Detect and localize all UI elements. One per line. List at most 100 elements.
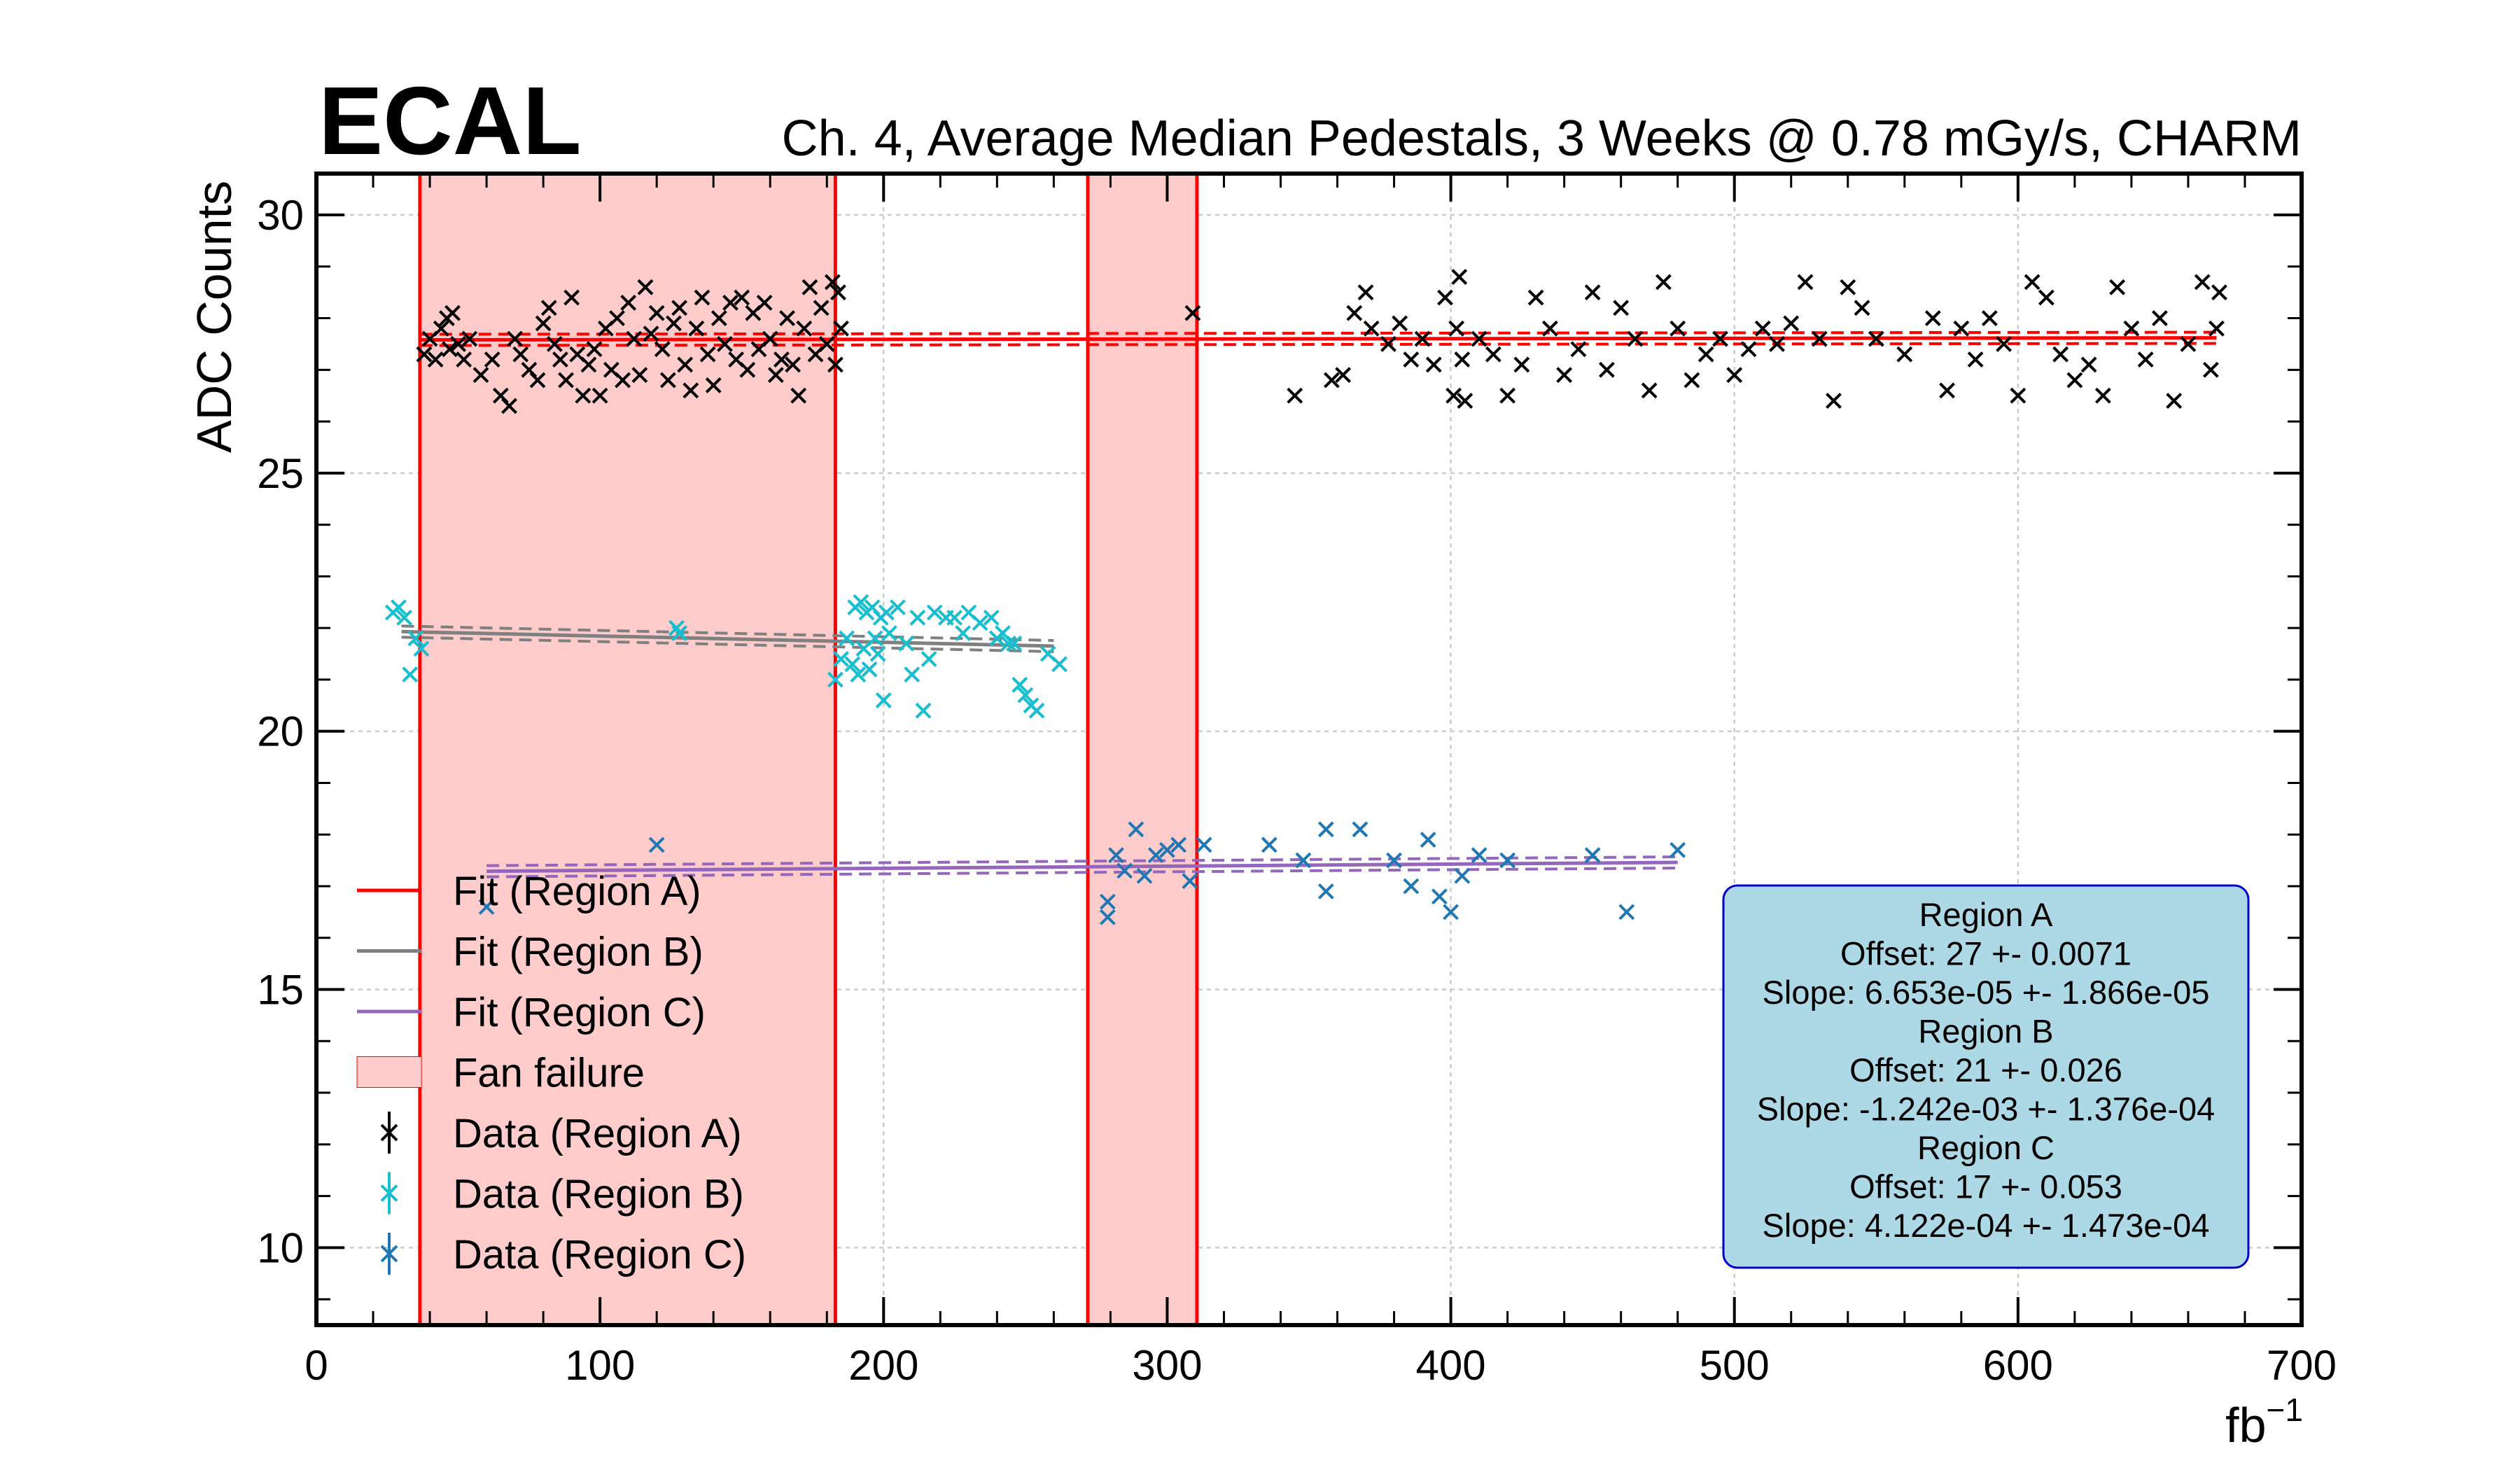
legend-marker-swatch [380, 1245, 398, 1263]
data-point [2080, 356, 2097, 373]
data-point [734, 289, 750, 306]
x-tick-label: 100 [565, 1342, 635, 1389]
data-point [869, 645, 886, 662]
fan-failure-band [1087, 174, 1197, 1325]
data-point [615, 372, 631, 388]
data-point [671, 625, 687, 641]
data-point [688, 320, 705, 337]
data-point [2137, 351, 2154, 368]
data-point [501, 398, 517, 414]
data-point [427, 351, 444, 368]
x-axis-label-exponent: −1 [2267, 1392, 2303, 1428]
data-point [402, 666, 419, 682]
legend-label: Fan failure [453, 1051, 645, 1096]
data-point [1437, 289, 1453, 306]
data-point [739, 361, 756, 378]
data-point [853, 594, 869, 610]
data-point [827, 356, 844, 373]
data-point [1454, 351, 1471, 368]
data-point [682, 382, 699, 399]
data-point [779, 310, 795, 326]
data-point [1403, 351, 1420, 368]
data-point [1754, 320, 1771, 337]
data-point [1414, 330, 1431, 347]
stats-box-line: Region A [1919, 896, 2053, 933]
data-point [1527, 289, 1544, 306]
chart-title: Ch. 4, Average Median Pedestals, 3 Weeks… [782, 111, 2302, 167]
data-point [456, 351, 472, 368]
data-point [705, 377, 722, 393]
y-tick-label: 30 [257, 192, 304, 239]
data-point [844, 656, 861, 673]
x-axis-label-base: fb [2225, 1398, 2266, 1452]
data-point [1797, 274, 1814, 290]
data-point [955, 625, 972, 641]
data-point [833, 650, 849, 667]
data-point [1556, 367, 1573, 384]
series-data-region-b [384, 594, 1068, 719]
data-point [413, 640, 430, 657]
data-point [904, 666, 920, 682]
data-point [1613, 300, 1630, 316]
data-point [850, 666, 867, 682]
stats-box-line: Offset: 27 +- 0.0071 [1840, 935, 2132, 972]
stats-box-line: Offset: 17 +- 0.053 [1849, 1168, 2122, 1205]
data-point [699, 346, 716, 363]
data-point [802, 279, 818, 295]
data-point [1840, 279, 1856, 295]
data-point [2152, 310, 2168, 326]
data-point [790, 387, 807, 404]
data-point [1499, 387, 1516, 404]
data-point [762, 330, 778, 347]
fit-line [401, 629, 1054, 648]
legend-label: Data (Region B) [453, 1172, 744, 1217]
data-point [1684, 372, 1700, 388]
data-point [1584, 284, 1601, 301]
data-point [1627, 330, 1644, 347]
data-point [1317, 883, 1334, 899]
data-point [1446, 387, 1462, 404]
data-point [1170, 836, 1187, 853]
stats-box-line: Region C [1917, 1129, 2054, 1166]
data-point [2180, 336, 2197, 352]
data-point [1868, 330, 1884, 347]
data-point [1323, 372, 1340, 388]
data-point [1451, 269, 1468, 285]
legend-label: Fit (Region C) [453, 990, 706, 1035]
data-point [659, 372, 676, 388]
data-point [609, 310, 625, 326]
data-point [1499, 852, 1516, 869]
data-point [920, 650, 937, 667]
data-point [1541, 320, 1558, 337]
data-point [1287, 387, 1303, 404]
y-axis-label: ADC Counts [187, 181, 241, 453]
data-point [785, 356, 802, 373]
data-point [830, 284, 846, 301]
data-point [2024, 274, 2040, 290]
y-tick-label: 25 [257, 450, 304, 497]
data-point [416, 346, 433, 363]
stats-box-line: Slope: -1.242e-03 +- 1.376e-04 [1757, 1091, 2216, 1128]
legend-label: Fit (Region B) [453, 930, 704, 975]
data-point [1598, 361, 1615, 378]
fit-band-lower [419, 342, 2217, 347]
data-point [1352, 821, 1368, 838]
data-point [1335, 367, 1352, 384]
legend: Fit (Region A) Fit (Region B) Fit (Region … [356, 869, 746, 1278]
data-point [1740, 341, 1757, 358]
data-point [1099, 909, 1116, 925]
stats-box-line: Offset: 21 +- 0.026 [1849, 1051, 2122, 1088]
data-point [444, 304, 461, 321]
data-point [716, 336, 733, 352]
data-point [1618, 904, 1635, 920]
data-point [1570, 341, 1587, 358]
x-tick-label: 200 [848, 1342, 918, 1389]
data-point [1392, 315, 1408, 332]
data-point [1457, 393, 1474, 409]
data-point [540, 300, 557, 316]
series-data-region-a [416, 269, 2227, 414]
fit-band-upper [419, 330, 2217, 336]
data-point [1981, 310, 1998, 326]
data-point [529, 372, 546, 388]
